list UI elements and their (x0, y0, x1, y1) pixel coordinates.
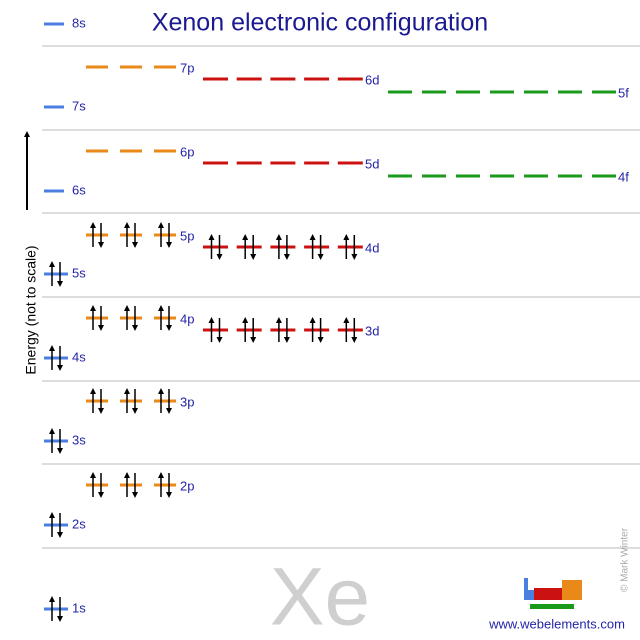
orbital: 6s (44, 182, 86, 197)
orbital-label: 5s (72, 265, 86, 280)
orbital: 2s (44, 512, 86, 538)
orbital: 5p (86, 222, 194, 248)
orbital: 4d (203, 234, 379, 260)
title: Xenon electronic configuration (152, 9, 488, 37)
credit: © Mark Winter (620, 527, 631, 592)
orbital-label: 4d (365, 240, 379, 255)
orbital-label: 4s (72, 349, 86, 364)
orbital: 7s (44, 98, 86, 113)
orbital-label: 6s (72, 182, 86, 197)
orbital-label: 2s (72, 516, 86, 531)
orbital-label: 5d (365, 156, 379, 171)
orbital-label: 4f (618, 169, 629, 184)
orbital: 8s (44, 15, 86, 30)
orbital: 4p (86, 305, 194, 331)
url[interactable]: www.webelements.com (488, 616, 625, 631)
orbital: 3d (203, 317, 379, 343)
element-symbol: Xe (270, 552, 370, 640)
orbital: 5s (44, 261, 86, 287)
orbital-label: 6d (365, 72, 379, 87)
orbital: 4f (388, 169, 629, 184)
orbital-label: 6p (180, 144, 194, 159)
orbital: 3p (86, 388, 194, 414)
orbital-label: 5f (618, 85, 629, 100)
orbital: 3s (44, 428, 86, 454)
orbital: 1s (44, 596, 86, 622)
orbital-label: 7p (180, 60, 194, 75)
orbital-label: 5p (180, 228, 194, 243)
orbital: 7p (86, 60, 194, 75)
level-separators (42, 45, 640, 549)
orbital: 5f (388, 85, 629, 100)
orbital-label: 3s (72, 432, 86, 447)
orbital-label: 2p (180, 478, 194, 493)
orbital-label: 7s (72, 98, 86, 113)
orbital: 2p (86, 472, 194, 498)
orbital-label: 4p (180, 311, 194, 326)
orbital: 6d (203, 72, 379, 87)
orbital-label: 3d (365, 323, 379, 338)
orbital-label: 1s (72, 600, 86, 615)
axis-label: Energy (not to scale) (23, 245, 39, 374)
orbital-label: 8s (72, 15, 86, 30)
periodic-table-icon (524, 578, 582, 609)
orbital: 5d (203, 156, 379, 171)
orbitals: 1s 2s 2p 3s 3p 3d 4s 4p 4d 4f 5s 5p 5d 5f 6s 6p 6d 7s 7p 8s (44, 15, 629, 622)
orbital: 4s (44, 345, 86, 371)
orbital-label: 3p (180, 394, 194, 409)
orbital: 6p (86, 144, 194, 159)
